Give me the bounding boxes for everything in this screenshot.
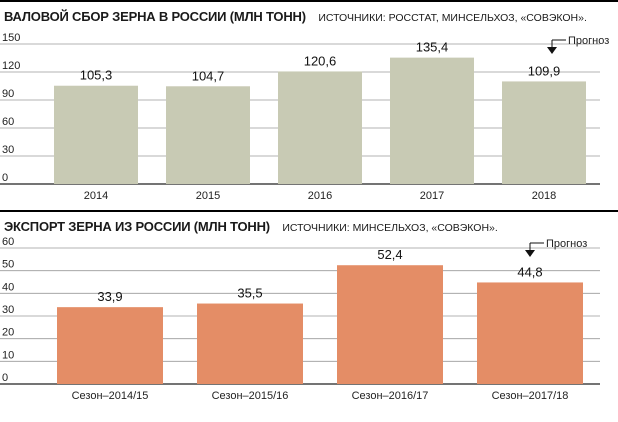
- data-label: 109,9: [528, 63, 561, 78]
- x-tick-label: Сезон–2015/16: [212, 390, 289, 402]
- forecast-arrow-icon: [525, 250, 535, 257]
- bar: [57, 307, 163, 384]
- data-label: 33,9: [97, 289, 122, 304]
- data-label: 104,7: [192, 68, 225, 83]
- grain-harvest-chart: 0 30 60 90 120 150 105,3 2014 104,7 2015 120,6 2016…: [0, 32, 609, 202]
- data-label: 105,3: [80, 68, 113, 83]
- data-label: 52,4: [377, 247, 402, 262]
- y-tick-label: 50: [2, 259, 14, 271]
- y-tick-label: 150: [2, 32, 20, 44]
- chart-header: ЭКСПОРТ ЗЕРНА ИЗ РОССИИ (МЛН ТОНН) ИСТОЧ…: [4, 218, 498, 236]
- bar: [477, 282, 583, 384]
- y-tick-label: 0: [2, 172, 8, 184]
- y-tick-label: 20: [2, 327, 14, 339]
- x-tick-label: 2018: [532, 190, 556, 202]
- panel-top-rule: [0, 0, 618, 2]
- chart-source: ИСТОЧНИКИ: РОССТАТ, МИНСЕЛЬХОЗ, «СОВЭКОН…: [318, 12, 587, 24]
- y-tick-label: 30: [2, 304, 14, 316]
- y-tick-label: 10: [2, 349, 14, 361]
- grain-export-chart: 0 10 20 30 40 50 60 33,9 Сезон–2014/15 35,5 Сезон–…: [0, 236, 600, 402]
- x-tick-label: Сезон–2017/18: [492, 390, 569, 402]
- x-tick-label: 2014: [84, 190, 108, 202]
- y-tick-label: 60: [2, 236, 14, 248]
- bar: [390, 57, 474, 185]
- y-tick-label: 30: [2, 144, 14, 156]
- bar: [337, 265, 443, 384]
- x-tick-label: 2017: [420, 190, 444, 202]
- bar: [197, 303, 303, 384]
- forecast-note: Прогноз: [546, 238, 587, 250]
- y-tick-label: 40: [2, 281, 14, 293]
- x-tick-label: Сезон–2016/17: [352, 390, 429, 402]
- bar: [502, 81, 586, 184]
- bar: [54, 85, 138, 184]
- bar: [166, 86, 250, 184]
- y-tick-label: 90: [2, 88, 14, 100]
- chart-title: ЭКСПОРТ ЗЕРНА ИЗ РОССИИ (МЛН ТОНН): [4, 219, 270, 234]
- y-tick-label: 0: [2, 372, 8, 384]
- grain-harvest-panel: ВАЛОВОЙ СБОР ЗЕРНА В РОССИИ (МЛН ТОНН) И…: [0, 0, 618, 210]
- chart-header: ВАЛОВОЙ СБОР ЗЕРНА В РОССИИ (МЛН ТОНН) И…: [4, 8, 587, 26]
- data-label: 44,8: [517, 264, 542, 279]
- forecast-arrow-icon: [547, 47, 557, 54]
- x-tick-label: 2016: [308, 190, 332, 202]
- forecast-note: Прогноз: [568, 35, 609, 47]
- y-tick-label: 120: [2, 60, 20, 72]
- y-tick-label: 60: [2, 116, 14, 128]
- data-label: 35,5: [237, 286, 262, 301]
- bar: [278, 71, 362, 184]
- grain-export-panel: ЭКСПОРТ ЗЕРНА ИЗ РОССИИ (МЛН ТОНН) ИСТОЧ…: [0, 210, 618, 422]
- x-tick-label: 2015: [196, 190, 220, 202]
- panel-top-rule: [0, 210, 618, 212]
- data-label: 120,6: [304, 53, 337, 68]
- x-tick-label: Сезон–2014/15: [72, 390, 149, 402]
- data-label: 135,4: [416, 40, 449, 55]
- chart-title: ВАЛОВОЙ СБОР ЗЕРНА В РОССИИ (МЛН ТОНН): [4, 9, 306, 24]
- chart-source: ИСТОЧНИКИ: МИНСЕЛЬХОЗ, «СОВЭКОН».: [282, 222, 498, 234]
